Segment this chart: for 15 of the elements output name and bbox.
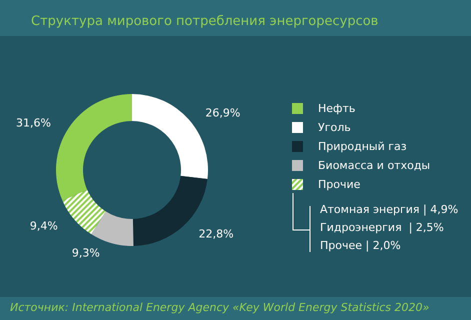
text: Источник: International Energy Agency «Key World Energy Statistics 2020» [10, 301, 430, 314]
legend-label: Уголь [318, 121, 351, 134]
chart-title: Структура мирового потребления энергоресурсов [31, 14, 378, 29]
data-label: 22,8% [198, 227, 234, 240]
legend-label: Прочие [318, 178, 361, 191]
text: Гидроэнергия | 2,5% [320, 221, 444, 234]
data-label: 9,3% [72, 246, 100, 260]
text: Атомная энергия | 4,9% [320, 203, 458, 216]
text: Прочее | 2,0% [320, 239, 401, 252]
data-label: 31,6% [16, 116, 51, 130]
legend-label: Нефть [318, 102, 356, 115]
data-label: 26,9% [205, 106, 240, 120]
legend-label: Биомасса и отходы [318, 159, 430, 172]
data-label: 9,4% [30, 220, 58, 233]
legend-label: Природный газ [318, 140, 407, 153]
